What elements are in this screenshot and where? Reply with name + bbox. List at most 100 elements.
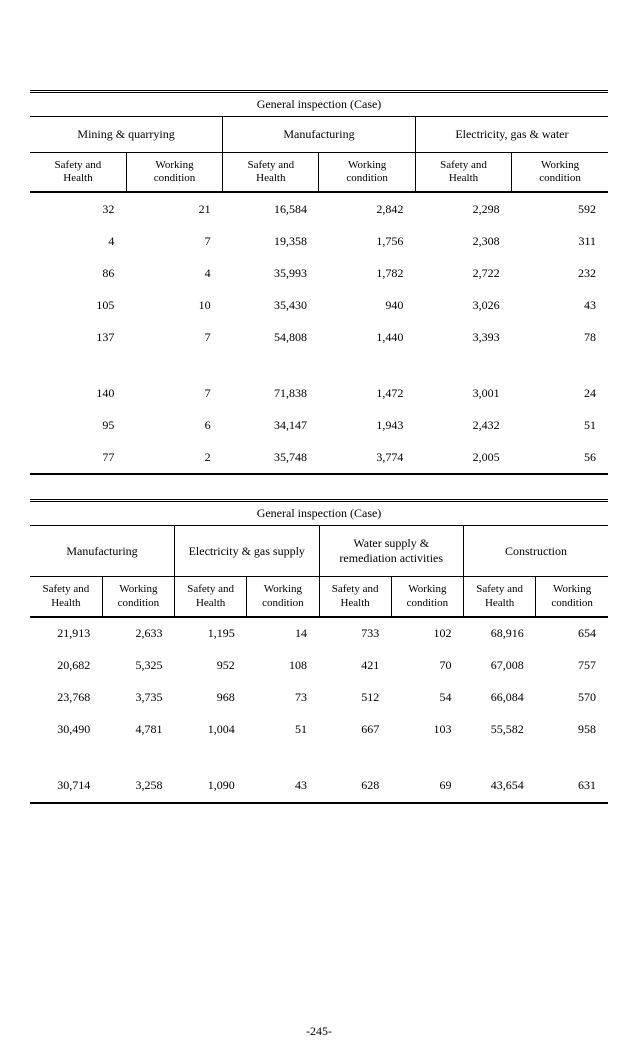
table-cell: 140 [30,377,126,409]
table-cell: 1,090 [175,770,247,803]
table-cell: 24 [512,377,608,409]
table-cell: 592 [512,192,608,225]
table-cell: 95 [30,409,126,441]
table-row: 4719,3581,7562,308311 [30,225,608,257]
table-cell: 105 [30,289,126,321]
table-2-group-0: Manufacturing [30,526,175,577]
table-2-sub-7: Workingcondition [536,577,608,617]
table-cell: 68,916 [464,617,536,650]
table-cell: 14 [247,617,319,650]
table-cell: 3,258 [102,770,174,803]
table-cell: 77 [30,441,126,474]
table-cell: 35,430 [223,289,319,321]
table-2-title: General inspection (Case) [30,501,608,526]
table-cell: 69 [391,770,463,803]
table-cell: 311 [512,225,608,257]
table-cell: 2,298 [415,192,511,225]
table-cell: 51 [247,714,319,746]
table-cell: 73 [247,682,319,714]
table-2-sub-0: Safety andHealth [30,577,102,617]
table-1-sub-5: Workingcondition [512,153,608,193]
table-cell: 19,358 [223,225,319,257]
table-cell: 32 [30,192,126,225]
table-cell: 21 [126,192,222,225]
table-cell: 51 [512,409,608,441]
table-row: 86435,9931,7822,722232 [30,257,608,289]
table-cell: 570 [536,682,608,714]
table-1-group-2: Electricity, gas & water [415,117,608,153]
page-content: General inspection (Case) Mining & quarr… [0,0,638,1059]
table-cell: 3,001 [415,377,511,409]
table-cell: 628 [319,770,391,803]
table-2-sub-4: Safety andHealth [319,577,391,617]
table-cell: 35,748 [223,441,319,474]
table-row: 77235,7483,7742,00556 [30,441,608,474]
table-cell: 421 [319,650,391,682]
table-cell: 43,654 [464,770,536,803]
table-cell: 512 [319,682,391,714]
table-cell: 940 [319,289,415,321]
table-cell: 7 [126,377,222,409]
table-cell: 71,838 [223,377,319,409]
table-cell: 654 [536,617,608,650]
table-cell: 108 [247,650,319,682]
table-1-sub-3: Workingcondition [319,153,415,193]
table-cell: 232 [512,257,608,289]
table-2-group-1: Electricity & gas supply [175,526,320,577]
table-cell: 30,490 [30,714,102,746]
table-row: 30,7143,2581,090436286943,654631 [30,770,608,803]
table-1-title: General inspection (Case) [30,92,608,117]
table-cell: 2,005 [415,441,511,474]
table-cell: 2,722 [415,257,511,289]
table-cell: 10 [126,289,222,321]
table-cell: 20,682 [30,650,102,682]
table-2-sub-2: Safety andHealth [175,577,247,617]
table-2-group-2: Water supply &remediation activities [319,526,464,577]
table-2-sub-3: Workingcondition [247,577,319,617]
table-cell: 1,472 [319,377,415,409]
table-cell: 43 [247,770,319,803]
table-cell: 1,943 [319,409,415,441]
table-cell: 35,993 [223,257,319,289]
table-row: 137754,8081,4403,39378 [30,321,608,353]
table-2: General inspection (Case) Manufacturing … [30,499,608,803]
table-cell: 16,584 [223,192,319,225]
table-cell: 3,393 [415,321,511,353]
table-cell: 631 [536,770,608,803]
table-cell: 4,781 [102,714,174,746]
table-cell: 4 [126,257,222,289]
table-cell: 1,756 [319,225,415,257]
table-cell: 103 [391,714,463,746]
table-cell: 86 [30,257,126,289]
table-cell: 7 [126,225,222,257]
table-cell: 2 [126,441,222,474]
table-cell: 56 [512,441,608,474]
table-1-sub-0: Safety andHealth [30,153,126,193]
table-2-sub-1: Workingcondition [102,577,174,617]
table-cell: 137 [30,321,126,353]
table-cell: 3,774 [319,441,415,474]
table-cell: 67,008 [464,650,536,682]
table-cell: 55,582 [464,714,536,746]
table-cell: 66,084 [464,682,536,714]
table-cell: 78 [512,321,608,353]
table-row: 21,9132,6331,1951473310268,916654 [30,617,608,650]
table-row: 23,7683,735968735125466,084570 [30,682,608,714]
table-cell: 958 [536,714,608,746]
table-cell: 21,913 [30,617,102,650]
table-row: 322116,5842,8422,298592 [30,192,608,225]
table-cell: 54,808 [223,321,319,353]
table-cell: 30,714 [30,770,102,803]
table-1-sub-4: Safety andHealth [415,153,511,193]
table-cell: 2,842 [319,192,415,225]
table-cell: 4 [30,225,126,257]
table-cell: 3,735 [102,682,174,714]
table-cell: 54 [391,682,463,714]
table-1-sub-2: Safety andHealth [223,153,319,193]
table-cell: 1,440 [319,321,415,353]
table-cell: 43 [512,289,608,321]
table-cell: 968 [175,682,247,714]
table-cell: 7 [126,321,222,353]
table-cell: 2,633 [102,617,174,650]
table-cell: 952 [175,650,247,682]
